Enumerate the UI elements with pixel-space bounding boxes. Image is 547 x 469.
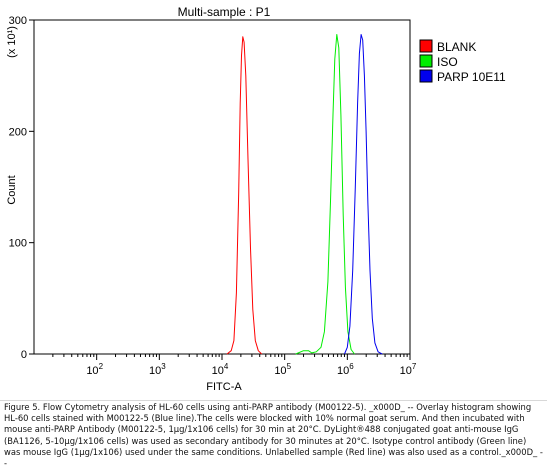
series-line-parp-10e11 bbox=[344, 34, 383, 355]
y-axis-multiplier-label: (x 10¹) bbox=[6, 26, 18, 58]
series-line-iso bbox=[295, 34, 355, 355]
histogram-chart: Multi-sample : P1 (x 10¹) Count FITC-A 0… bbox=[6, 5, 506, 393]
x-tick-label: 107 bbox=[400, 362, 417, 377]
legend-swatch bbox=[419, 69, 433, 83]
figure-caption: Figure 5. Flow Cytometry analysis of HL-… bbox=[0, 400, 547, 468]
legend-label: BLANK bbox=[437, 40, 476, 54]
x-tick-label: 106 bbox=[337, 362, 354, 377]
y-tick-label: 100 bbox=[9, 238, 27, 250]
y-axis-ticks: 0 100 200 300 bbox=[9, 15, 34, 361]
legend-swatch bbox=[419, 54, 433, 68]
series-lines bbox=[226, 34, 383, 355]
x-axis-ticks: 102 103 104 105 106 107 bbox=[52, 354, 417, 377]
y-tick-label: 300 bbox=[9, 15, 27, 27]
x-tick-label: 103 bbox=[149, 362, 166, 377]
series-line-blank bbox=[226, 36, 263, 355]
flow-cytometry-figure: Multi-sample : P1 (x 10¹) Count FITC-A 0… bbox=[6, 5, 507, 393]
y-tick-label: 200 bbox=[9, 126, 27, 138]
x-tick-label: 104 bbox=[212, 362, 229, 377]
legend-swatch bbox=[419, 39, 433, 53]
x-tick-label: 105 bbox=[274, 362, 291, 377]
y-axis-label: Count bbox=[6, 175, 18, 204]
legend-label: ISO bbox=[437, 55, 458, 69]
x-axis-label: FITC-A bbox=[206, 381, 242, 393]
y-tick-label: 0 bbox=[21, 349, 27, 361]
legend-label: PARP 10E11 bbox=[437, 70, 506, 84]
x-tick-label: 102 bbox=[86, 362, 103, 377]
plot-frame bbox=[33, 19, 411, 355]
caption-text: Figure 5. Flow Cytometry analysis of HL-… bbox=[4, 402, 543, 469]
chart-title: Multi-sample : P1 bbox=[178, 5, 271, 19]
